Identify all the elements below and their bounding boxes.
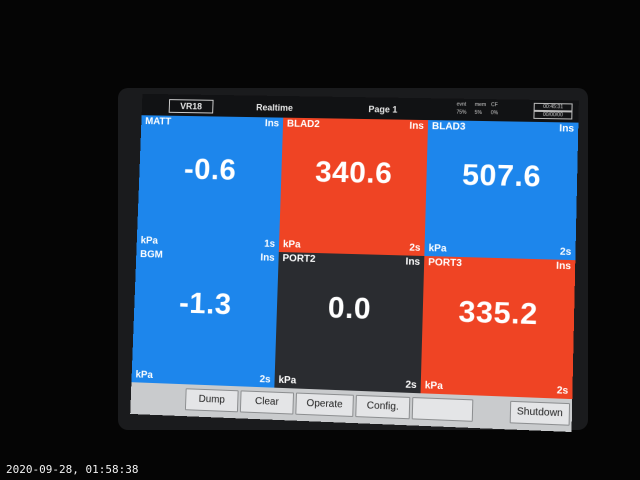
channel-name: PORT3 bbox=[428, 257, 462, 269]
recorder-screen: VR18 Realtime Page 1 evnt mem CF 75% 5% … bbox=[130, 94, 579, 432]
status-value-cf: 0% bbox=[491, 110, 499, 117]
channel-value: 0.0 bbox=[276, 290, 423, 329]
mode-label: Realtime bbox=[256, 102, 293, 112]
blank-button[interactable] bbox=[412, 397, 474, 422]
channel-unit: kPa bbox=[278, 375, 296, 387]
channel-unit: kPa bbox=[135, 369, 153, 381]
config-button[interactable]: Config. bbox=[355, 395, 410, 419]
channel-unit: kPa bbox=[428, 243, 446, 255]
channel-panel-port2[interactable]: PORT2 Ins 0.0 kPa 2s bbox=[274, 252, 424, 393]
channel-mode: Ins bbox=[265, 118, 280, 129]
dump-button[interactable]: Dump bbox=[185, 388, 239, 412]
channel-value: 335.2 bbox=[422, 294, 574, 333]
channel-name: BLAD2 bbox=[287, 119, 320, 130]
camera-timestamp: 2020-09-28, 01:58:38 bbox=[6, 463, 138, 476]
channel-unit: kPa bbox=[283, 239, 301, 250]
status-label-event: evnt bbox=[457, 102, 467, 109]
channel-panel-bgm[interactable]: BGM Ins -1.3 kPa 2s bbox=[131, 248, 278, 388]
channel-interval: 1s bbox=[264, 239, 275, 250]
status-area: evnt mem CF 75% 5% 0% 00:45:31 00/00/00 bbox=[456, 102, 574, 120]
channel-interval: 2s bbox=[405, 380, 417, 392]
channel-interval: 2s bbox=[560, 247, 572, 258]
channel-unit: kPa bbox=[425, 380, 443, 392]
status-value-memory: 5% bbox=[475, 110, 482, 117]
clock-date: 00/00/00 bbox=[533, 111, 572, 120]
page-label: Page 1 bbox=[368, 104, 397, 114]
channel-value: 507.6 bbox=[426, 158, 577, 195]
channel-mode: Ins bbox=[559, 123, 574, 134]
channel-name: BGM bbox=[140, 249, 163, 260]
channel-value: -0.6 bbox=[139, 152, 282, 188]
channel-interval: 2s bbox=[409, 243, 421, 254]
channel-mode: Ins bbox=[260, 252, 275, 263]
channel-value: -1.3 bbox=[134, 285, 278, 323]
channel-value: 340.6 bbox=[281, 155, 427, 192]
shutdown-button[interactable]: Shutdown bbox=[510, 401, 570, 426]
operate-button[interactable]: Operate bbox=[295, 393, 354, 417]
channel-interval: 2s bbox=[557, 385, 569, 397]
channel-panel-blad2[interactable]: BLAD2 Ins 340.6 kPa 2s bbox=[279, 118, 428, 256]
channel-interval: 2s bbox=[259, 374, 270, 385]
channel-name: MATT bbox=[145, 116, 171, 127]
channel-unit: kPa bbox=[140, 235, 158, 246]
channel-panel-matt[interactable]: MATT Ins -0.6 kPa 1s bbox=[137, 115, 284, 252]
channel-mode: Ins bbox=[405, 256, 420, 267]
channel-name: PORT2 bbox=[282, 253, 315, 265]
model-label: VR18 bbox=[169, 99, 214, 113]
channel-name: BLAD3 bbox=[432, 121, 466, 133]
status-value-event: 75% bbox=[456, 110, 466, 117]
channel-mode: Ins bbox=[409, 121, 424, 132]
clear-button[interactable]: Clear bbox=[240, 390, 294, 414]
status-label-cf: CF bbox=[491, 102, 498, 109]
channel-panel-blad3[interactable]: BLAD3 Ins 507.6 kPa 2s bbox=[424, 120, 578, 260]
status-label-memory: mem bbox=[475, 102, 486, 109]
channel-mode: Ins bbox=[556, 261, 571, 273]
channel-panel-port3[interactable]: PORT3 Ins 335.2 kPa 2s bbox=[421, 256, 576, 399]
